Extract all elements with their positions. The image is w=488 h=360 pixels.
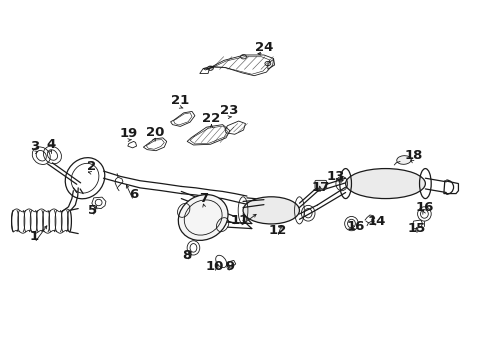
- Text: 20: 20: [145, 126, 164, 139]
- Text: 4: 4: [46, 139, 56, 152]
- Text: 9: 9: [225, 260, 234, 273]
- Ellipse shape: [396, 156, 410, 164]
- Text: 7: 7: [199, 192, 208, 205]
- Text: 10: 10: [205, 260, 223, 273]
- Text: 2: 2: [86, 160, 96, 173]
- Text: 3: 3: [30, 140, 39, 153]
- Ellipse shape: [243, 197, 299, 224]
- Text: 12: 12: [268, 224, 286, 237]
- Text: 11: 11: [230, 213, 248, 226]
- Text: 17: 17: [310, 181, 329, 194]
- Text: 16: 16: [414, 201, 433, 214]
- Text: 23: 23: [219, 104, 238, 117]
- Text: 14: 14: [367, 215, 385, 228]
- FancyBboxPatch shape: [314, 180, 326, 189]
- Ellipse shape: [178, 195, 227, 240]
- Text: 13: 13: [326, 170, 345, 183]
- Text: 21: 21: [171, 94, 189, 107]
- Text: 22: 22: [202, 112, 220, 125]
- Text: 8: 8: [182, 248, 191, 261]
- Text: 5: 5: [88, 204, 97, 217]
- Text: 19: 19: [120, 127, 138, 140]
- Text: 16: 16: [346, 220, 364, 233]
- Ellipse shape: [345, 168, 425, 199]
- Text: 6: 6: [129, 188, 138, 201]
- Text: 24: 24: [254, 41, 273, 54]
- Text: 15: 15: [407, 222, 426, 235]
- Text: 1: 1: [30, 230, 39, 243]
- Text: 18: 18: [404, 149, 422, 162]
